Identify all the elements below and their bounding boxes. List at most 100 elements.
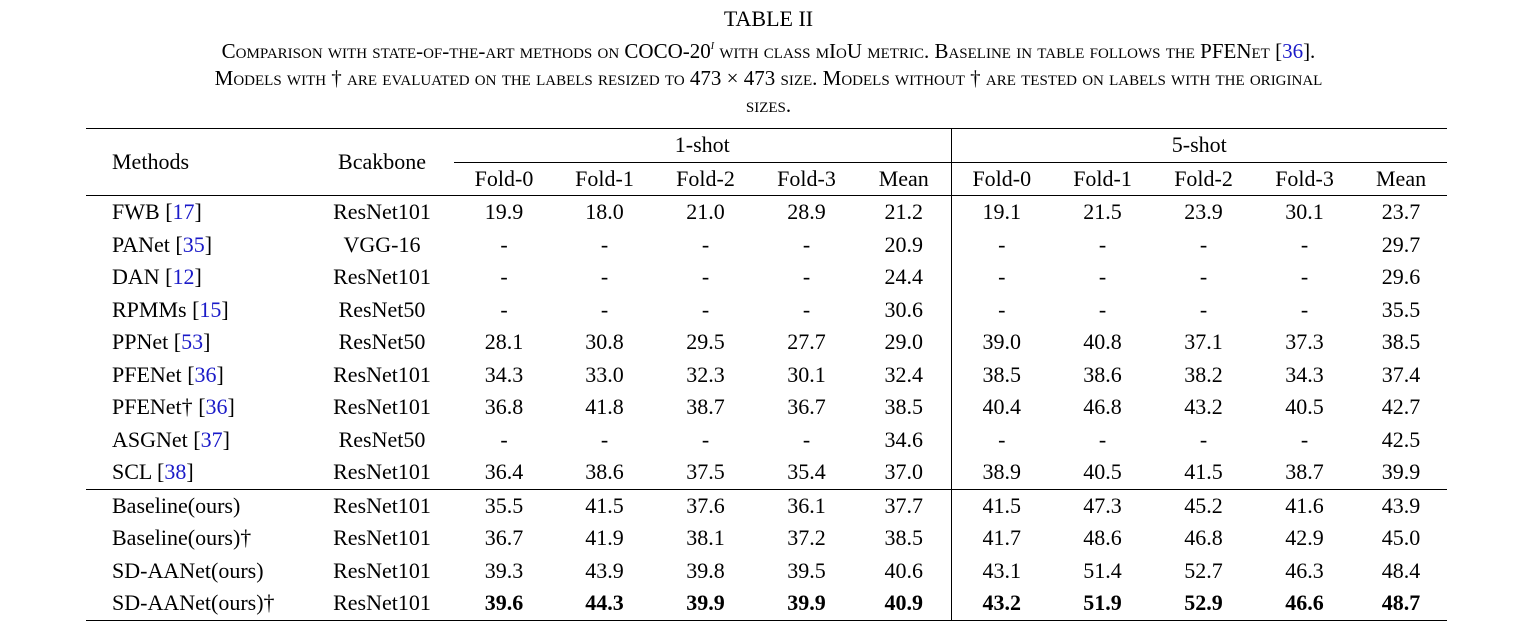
method-name: PFENet†	[112, 394, 193, 420]
value-cell: 41.5	[950, 488, 1053, 522]
value-cell: 29.7	[1381, 231, 1421, 257]
value-cell: 41.9	[585, 525, 624, 551]
value-cell: 48.4	[1381, 557, 1421, 583]
table-row-ours: Baseline(ours)† ResNet101 36.7 41.9 38.1 37.2…	[86, 522, 1447, 555]
value-cell: 29.6	[1381, 264, 1421, 290]
caption-line-3: sizes.	[745, 93, 792, 117]
method-name: PPNet	[112, 329, 169, 355]
table-row-ours: SD-AANet(ours) ResNet101 39.3 43.9 39.8 39.5 4…	[86, 554, 1447, 587]
value-cell: 39.8	[686, 557, 725, 583]
table-label: TABLE II	[723, 6, 814, 31]
value-cell: 32.3	[686, 361, 725, 387]
caption-line-1-text: Comparison with state-of-the-art methods…	[221, 39, 711, 63]
value-cell: 40.5	[1083, 459, 1122, 485]
table-row: PFENet [36] ResNet101 34.3 33.0 32.3 30.1 32.4…	[86, 358, 1447, 391]
table-row: PFENet† [36] ResNet101 36.8 41.8 38.7 36.7 38.…	[86, 391, 1447, 424]
table-row: SCL [38] ResNet101 36.4 38.6 37.5 35.4 37.0 38.…	[86, 456, 1447, 489]
results-table: Methods Bcakbone 1-shot 5-shot Fold-0 Fo…	[86, 128, 1448, 621]
caption-line-1-end: ].	[1303, 39, 1316, 63]
citation-link[interactable]: 36	[194, 361, 217, 387]
header-methods: Methods	[86, 128, 310, 196]
value-cell: 38.7	[1285, 459, 1324, 485]
value-cell: 39.6	[454, 587, 554, 621]
value-cell: -	[600, 426, 609, 452]
value-cell: -	[1300, 231, 1309, 257]
value-cell: 20.9	[884, 231, 924, 257]
backbone-cell: ResNet50	[338, 329, 426, 355]
citation-link[interactable]: 53	[181, 329, 204, 355]
header-col: Fold-2	[676, 165, 735, 191]
value-cell: 42.5	[1381, 426, 1421, 452]
value-cell: 27.7	[787, 329, 826, 355]
caption-superscript: i	[710, 38, 715, 53]
value-cell: -	[701, 231, 710, 257]
results-table-container: Methods Bcakbone 1-shot 5-shot Fold-0 Fo…	[86, 128, 1448, 621]
backbone-cell: ResNet101	[333, 394, 431, 420]
citation-link[interactable]: 35	[182, 231, 205, 257]
value-cell: 36.4	[484, 459, 524, 485]
method-name: SCL	[112, 459, 152, 485]
method-cell: SCL [38]	[112, 459, 194, 485]
method-name: RPMMs	[112, 296, 187, 322]
citation-link[interactable]: 17	[172, 199, 195, 225]
value-cell: 21.0	[655, 195, 756, 229]
value-cell: 51.4	[1083, 557, 1122, 583]
value-cell: -	[1199, 264, 1208, 290]
citation-link[interactable]: 36	[205, 394, 228, 420]
value-cell: 19.1	[950, 195, 1053, 229]
backbone-cell: VGG-16	[343, 231, 421, 257]
value-cell: 45.0	[1381, 525, 1421, 551]
citation-link[interactable]: 12	[172, 264, 195, 290]
value-cell: -	[950, 423, 1053, 456]
value-cell: -	[1199, 426, 1208, 452]
value-cell: -	[950, 261, 1053, 294]
value-cell: -	[500, 296, 508, 322]
value-cell: 41.8	[585, 394, 624, 420]
header-1-shot: 1-shot	[454, 128, 952, 163]
method-cell: PFENet† [36]	[112, 394, 235, 420]
header-col: Fold-1	[575, 165, 634, 191]
value-cell: 46.6	[1254, 587, 1356, 621]
citation-link[interactable]: 38	[164, 459, 187, 485]
value-cell: 38.6	[585, 459, 624, 485]
method-name: FWB	[112, 199, 160, 225]
value-cell: 36.7	[484, 525, 524, 551]
value-cell: 43.2	[950, 587, 1053, 621]
method-name: PFENet	[112, 361, 182, 387]
value-cell: 42.9	[1285, 525, 1324, 551]
value-cell: -	[701, 296, 710, 322]
value-cell: 40.8	[1083, 329, 1122, 355]
header-row-1: Methods Bcakbone 1-shot 5-shot	[86, 128, 1448, 196]
value-cell: 44.3	[554, 587, 655, 621]
value-cell: 43.1	[950, 554, 1053, 587]
citation-link[interactable]: 37	[200, 426, 223, 452]
value-cell: 46.8	[1083, 394, 1122, 420]
value-cell: 37.5	[686, 459, 725, 485]
method-cell: Baseline(ours)†	[112, 525, 252, 551]
table-row-ours: Baseline(ours) ResNet101 35.5 41.5 37.6 36.1 3…	[86, 488, 1448, 522]
header-col: Fold-1	[1073, 165, 1132, 191]
caption-line-2: Models with † are evaluated on the label…	[214, 66, 1323, 90]
value-cell: 36.7	[787, 394, 826, 420]
value-cell: 39.5	[787, 557, 826, 583]
value-cell: -	[600, 264, 609, 290]
backbone-cell: ResNet101	[333, 264, 431, 290]
caption-citation-link[interactable]: 36	[1282, 39, 1304, 63]
value-cell: 37.6	[655, 488, 756, 522]
value-cell: 28.9	[756, 195, 857, 229]
value-cell: 43.9	[585, 557, 624, 583]
value-cell: -	[950, 293, 1053, 326]
backbone-cell: ResNet101	[310, 587, 454, 621]
table-row-ours: SD-AANet(ours)† ResNet101 39.6 44.3 39.9 39.9…	[86, 587, 1448, 621]
value-cell: 37.0	[884, 459, 924, 485]
value-cell: 41.5	[1184, 459, 1223, 485]
backbone-cell: ResNet50	[338, 296, 426, 322]
value-cell: 39.0	[950, 326, 1053, 359]
value-cell: 19.9	[454, 195, 554, 229]
value-cell: 39.3	[484, 557, 524, 583]
method-cell: RPMMs [15]	[112, 296, 229, 322]
value-cell: 39.9	[1381, 459, 1421, 485]
table-row: PANet [35] VGG-16- - - -20.9- - - -29.7	[86, 228, 1447, 261]
citation-link[interactable]: 15	[199, 296, 222, 322]
table-body-sota: FWB [17] ResNet101 19.9 18.0 21.0 28.9 21.2 19.…	[86, 195, 1448, 489]
